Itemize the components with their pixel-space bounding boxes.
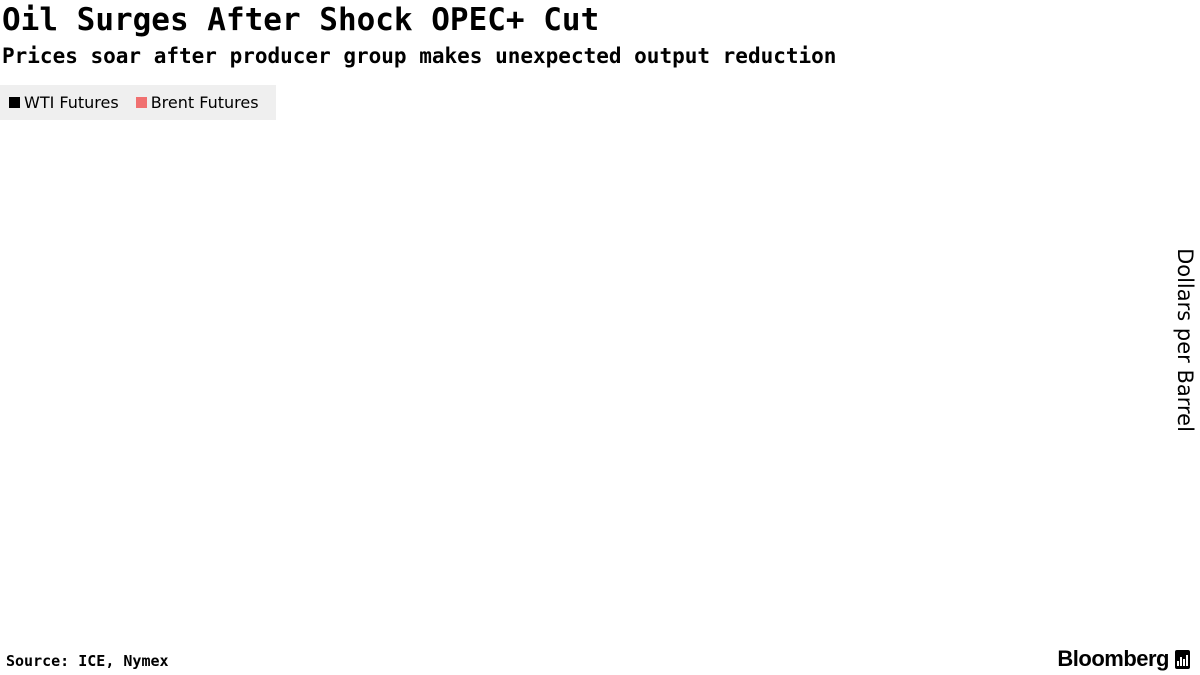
y-tick-label: 86.00 [1112, 130, 1164, 151]
chart-subtitle: Prices soar after producer group makes u… [2, 44, 837, 68]
legend-swatch-wti [9, 97, 20, 108]
y-tick-label: 72.00 [1112, 560, 1164, 581]
chart-title: Oil Surges After Shock OPEC+ Cut [2, 2, 600, 38]
brent-futures-line [550, 333, 1148, 383]
y-axis: 72.00 74.00 76.00 78.00 80.00 82.00 84.00 86.00 [1099, 84, 1164, 594]
legend-swatch-brent [135, 97, 147, 108]
series-lines [0, 333, 1200, 555]
bloomberg-terminal-icon [1175, 649, 1190, 669]
legend-label-wti: WTI Futures [24, 93, 119, 112]
brand-name: Bloomberg [1057, 646, 1169, 671]
legend-item-wti: WTI Futures [9, 93, 119, 112]
legend-label-brent: Brent Futures [150, 93, 259, 112]
grid [0, 84, 1100, 594]
y-tick-label: 84.00 [1112, 192, 1164, 213]
y-tick-label: 76.00 [1112, 438, 1164, 459]
x-tick-label: 16:00 [714, 600, 766, 621]
y-tick-label: 78.00 [1112, 376, 1164, 397]
y-tick-label: 82.00 [1112, 253, 1164, 274]
x-tick-label: 00:00 [931, 600, 983, 621]
x-tick-label: 00:00 [281, 600, 333, 621]
legend-item-brent: Brent Futures [135, 93, 259, 112]
x-date-label: 28 Mar 2023 [141, 625, 255, 646]
bloomberg-logo: Bloomberg [1057, 646, 1190, 672]
y-tick-label: 74.00 [1112, 499, 1164, 520]
brent-futures-line [0, 347, 497, 397]
legend: WTI Futures Brent Futures [0, 85, 276, 120]
y-tick-label: 80.00 [1112, 315, 1164, 336]
source-note: Source: ICE, Nymex [6, 652, 169, 670]
y-axis-label: Dollars per Barrel [1173, 248, 1197, 432]
x-date-label: 29 Mar 2023 [792, 625, 906, 646]
x-tick-label: 16:00 [64, 600, 116, 621]
wti-futures-line [0, 497, 1200, 555]
x-axis: 16:0000:0016:0000:0016:0000:0016:0000:00… [64, 594, 983, 646]
